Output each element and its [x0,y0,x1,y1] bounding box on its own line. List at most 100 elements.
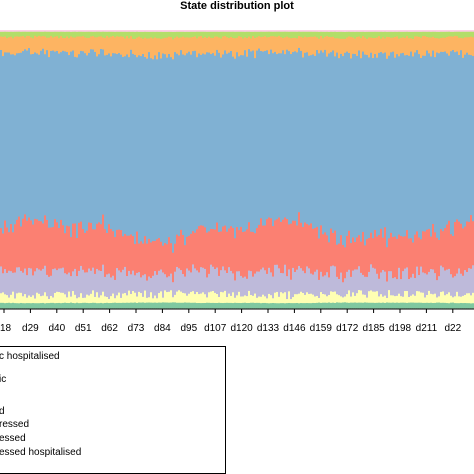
bar-segment-5 [242,38,245,56]
bar-segment-6 [470,31,473,37]
bar-segment-3 [462,228,465,276]
bar-segment-5 [278,35,281,54]
bar-segment-4 [412,56,415,243]
bar-segment-0 [148,302,151,309]
bar-segment-0 [6,302,9,309]
bar-segment-0 [458,302,461,309]
bar-segment-6 [202,31,205,39]
bar-segment-0 [434,302,437,309]
bar-segment-4 [332,50,335,233]
bar-segment-2 [112,275,115,294]
bar-segment-2 [424,272,427,298]
bar-segment-5 [334,37,337,57]
bar-segment-3 [64,232,67,274]
bar-segment-3 [322,233,325,277]
bar-segment-3 [234,237,237,281]
bar-segment-7 [76,30,79,32]
bar-segment-5 [74,37,77,57]
bar-segment-7 [322,30,325,32]
bar-segment-5 [306,36,309,53]
bar-segment-7 [186,30,189,32]
bar-segment-1 [98,297,101,304]
bar-segment-5 [376,36,379,58]
bar-segment-5 [142,38,145,55]
bar-segment-4 [38,54,41,221]
bar-segment-5 [54,36,57,52]
bar-segment-0 [86,302,89,309]
x-tick-label: d62 [101,323,118,334]
bar-segment-6 [450,31,453,37]
bar-segment-4 [86,55,89,231]
bar-segment-3 [396,238,399,280]
bar-segment-2 [466,271,469,294]
bar-segment-4 [376,57,379,237]
bar-segment-3 [130,234,133,275]
bar-segment-4 [260,50,263,219]
bar-segment-4 [16,52,19,220]
bar-segment-4 [276,53,279,220]
bar-segment-3 [448,220,451,269]
bar-segment-1 [228,293,231,303]
bar-segment-3 [328,241,331,278]
bar-segment-6 [262,31,265,37]
bar-segment-7 [112,30,115,32]
bar-segment-7 [130,30,133,32]
bar-segment-6 [268,31,271,38]
bar-segment-1 [268,293,271,304]
bar-segment-1 [346,293,349,303]
bar-segment-0 [132,302,135,309]
bar-segment-0 [358,302,361,309]
bar-segment-2 [302,270,305,293]
bar-segment-6 [198,31,201,37]
bar-segment-1 [210,291,213,303]
bar-segment-1 [372,291,375,303]
bar-segment-2 [292,267,295,298]
bar-segment-7 [158,30,161,32]
bar-segment-0 [374,302,377,309]
bar-segment-1 [2,291,5,303]
bar-segment-3 [102,214,105,265]
bar-segment-3 [58,227,61,269]
bar-segment-0 [338,302,341,309]
bar-segment-7 [384,30,387,32]
bar-segment-7 [318,30,321,32]
bar-segment-6 [180,31,183,38]
bar-segment-6 [424,31,427,37]
bar-segment-4 [444,51,447,229]
bar-segment-5 [246,37,249,57]
bar-segment-5 [208,36,211,53]
bar-segment-2 [150,277,153,293]
bar-segment-3 [266,218,269,274]
bar-segment-6 [54,31,57,37]
bar-segment-3 [466,221,469,272]
bar-segment-7 [280,30,283,32]
bar-segment-0 [412,302,415,309]
bar-segment-6 [0,31,3,37]
bar-segment-1 [274,292,277,304]
bar-segment-6 [260,31,263,38]
bar-segment-6 [282,31,285,39]
bar-segment-6 [430,31,433,38]
bar-segment-6 [160,31,163,39]
bar-segment-0 [218,302,221,309]
bar-segment-6 [62,31,65,38]
bar-segment-6 [344,31,347,39]
bar-segment-1 [342,296,345,303]
bar-segment-3 [48,227,51,277]
bar-segment-5 [40,36,43,51]
bar-segment-1 [214,292,217,303]
bar-segment-1 [16,292,19,304]
bar-segment-3 [394,236,397,278]
bar-segment-3 [200,224,203,268]
bar-segment-4 [470,54,473,216]
bar-segment-0 [446,302,449,309]
bar-segment-1 [80,292,83,304]
bar-segment-1 [220,291,223,303]
bar-segment-1 [380,293,383,303]
bar-segment-4 [110,55,113,229]
bar-segment-4 [126,54,129,236]
bar-segment-3 [254,232,257,274]
bar-segment-7 [8,30,11,32]
bar-segment-4 [270,49,273,219]
bar-segment-1 [130,293,133,303]
